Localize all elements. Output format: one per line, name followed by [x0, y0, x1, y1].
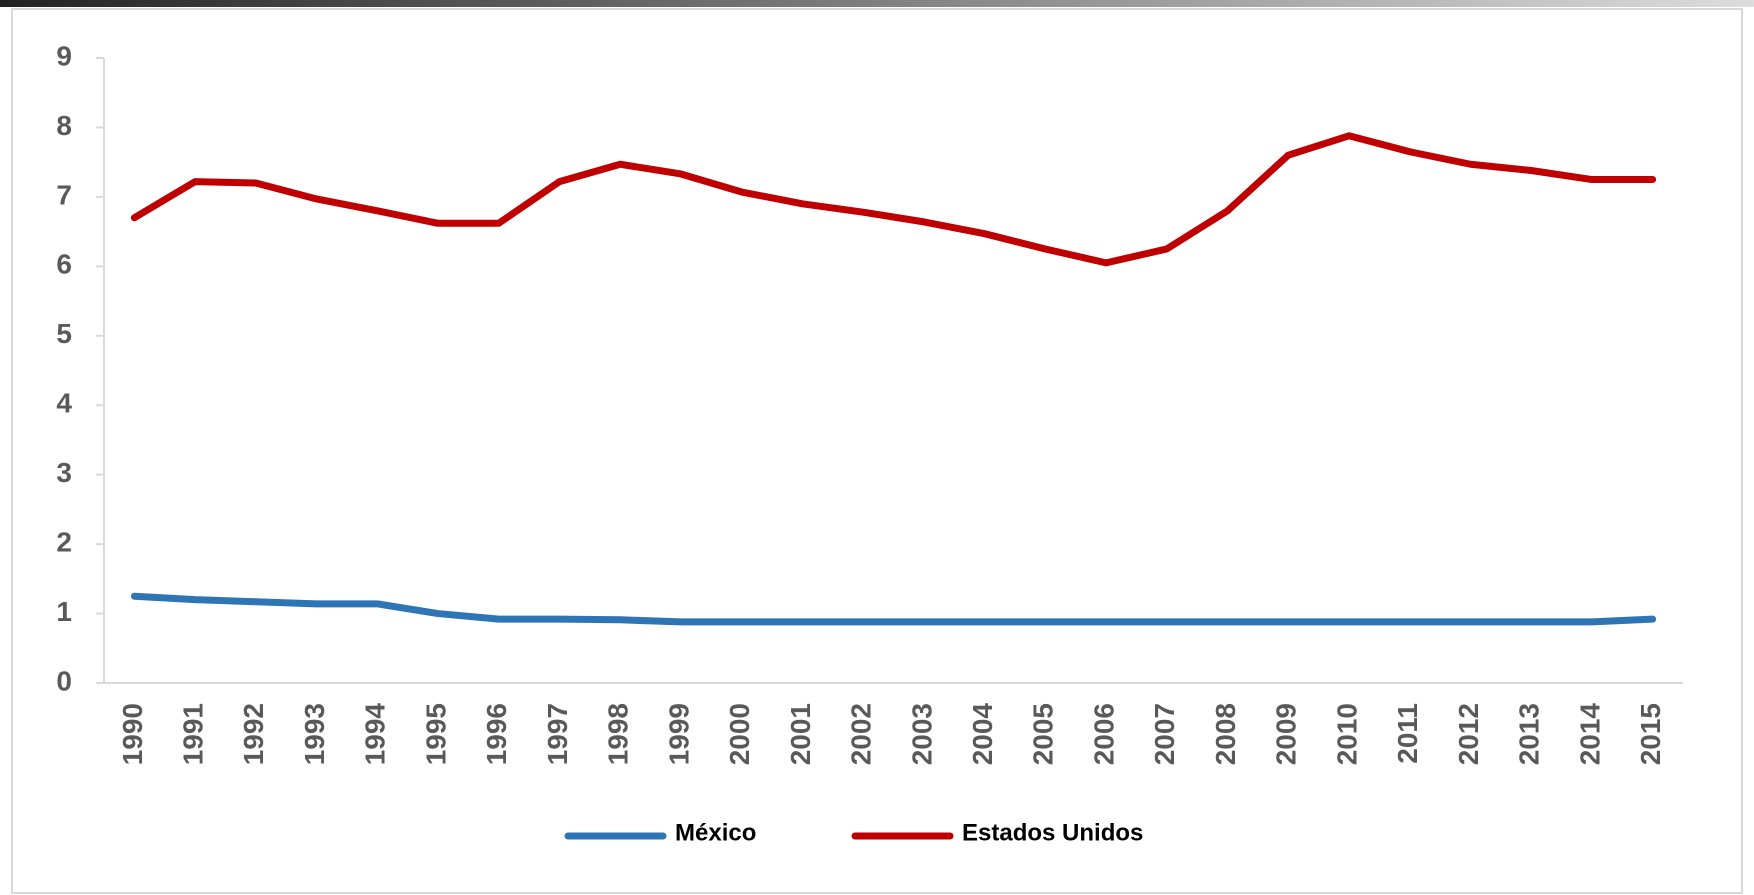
x-tick-label: 2001 — [785, 703, 816, 765]
y-tick-label: 7 — [56, 179, 72, 210]
x-tick-label: 2004 — [967, 703, 998, 766]
line-series — [130, 132, 1657, 267]
x-tick-label: 2005 — [1028, 703, 1059, 765]
x-tick-label: 2010 — [1331, 703, 1362, 765]
top-bar — [0, 0, 1754, 7]
x-tick-label: 2002 — [846, 703, 877, 765]
x-tick-label: 1991 — [177, 703, 208, 765]
y-tick-label: 2 — [56, 527, 72, 558]
x-tick-label: 2000 — [724, 703, 755, 765]
x-tick-label: 2008 — [1210, 703, 1241, 765]
x-tick-label: 1998 — [603, 703, 634, 765]
x-tick-label: 1993 — [299, 703, 330, 765]
x-tick-label: 1996 — [481, 703, 512, 765]
x-tick-label: 2015 — [1635, 703, 1666, 765]
y-tick-label: 8 — [56, 110, 72, 141]
x-tick-label: 2003 — [906, 703, 937, 765]
x-tick-label: 1992 — [238, 703, 269, 765]
x-tick-label: 1997 — [542, 703, 573, 765]
line-series — [130, 592, 1657, 626]
x-tick-label: 1995 — [420, 703, 451, 765]
x-tick-label: 1990 — [117, 703, 148, 765]
y-tick-label: 0 — [56, 665, 72, 696]
x-tick-label: 2007 — [1149, 703, 1180, 765]
x-tick-label: 1994 — [360, 703, 391, 766]
x-tick-label: 1999 — [663, 703, 694, 765]
x-tick-label: 2011 — [1392, 703, 1423, 764]
y-tick-label: 9 — [56, 40, 72, 71]
y-tick-label: 3 — [56, 457, 72, 488]
y-tick-label: 4 — [56, 388, 72, 419]
x-tick-label: 2013 — [1514, 703, 1545, 765]
legend-label: Estados Unidos — [962, 819, 1143, 846]
y-tick-label: 1 — [56, 596, 72, 627]
y-tick-label: 5 — [56, 318, 72, 349]
chart-frame — [11, 8, 1743, 894]
x-tick-label: 2012 — [1453, 703, 1484, 765]
x-tick-label: 2006 — [1088, 703, 1119, 765]
x-tick-label: 2014 — [1574, 703, 1605, 766]
y-tick-label: 6 — [56, 249, 72, 280]
x-tick-label: 2009 — [1271, 703, 1302, 765]
legend-label: México — [675, 819, 756, 846]
